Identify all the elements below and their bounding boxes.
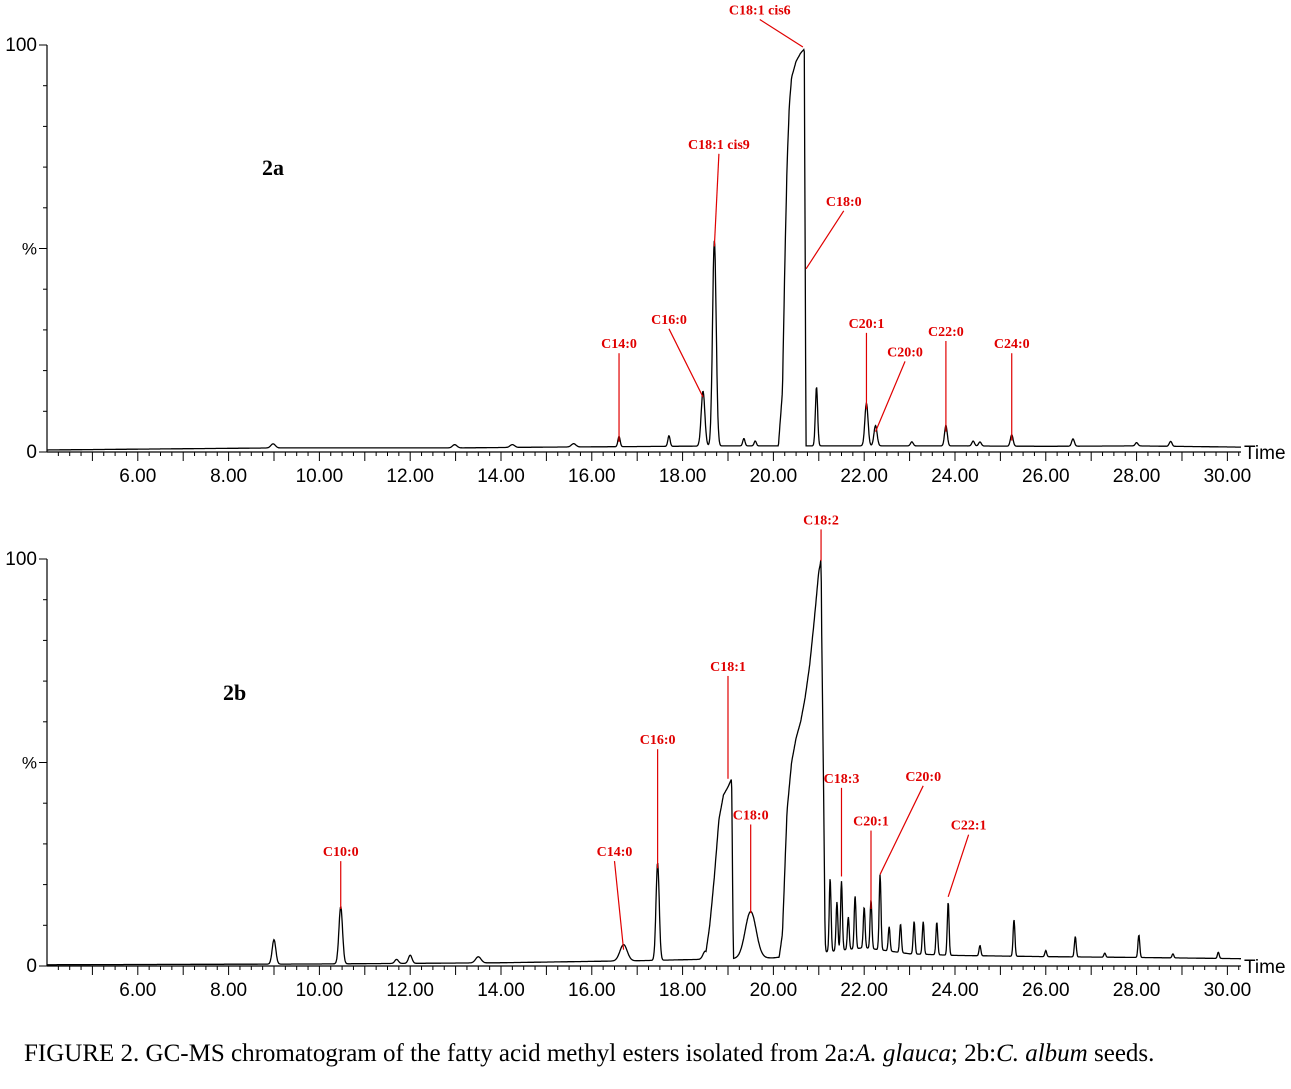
peak-annotation-label: C22:1	[951, 819, 987, 834]
panel-tag: 2b	[223, 680, 246, 705]
peak-annotation-label: C18:2	[803, 513, 839, 528]
caption-suffix: seeds.	[1087, 1040, 1155, 1067]
x-tick-label: 28.00	[1113, 466, 1161, 487]
y-tick-label: %	[22, 754, 37, 773]
x-tick-label: 10.00	[296, 980, 344, 1001]
peak-annotation-label: C16:0	[651, 313, 687, 328]
x-tick-label: 16.00	[568, 466, 616, 487]
peak-annotation-leader	[668, 328, 704, 398]
x-tick-label: 24.00	[931, 980, 979, 1001]
chart-panel-2a: 0% 100 6.00 8.00 10.00 12.00 14.00 16.00 18.00 20…	[5, 3, 1285, 487]
peak-annotation-label: C20:1	[849, 317, 885, 332]
peak-annotation-label: C20:0	[887, 345, 923, 360]
caption-species-b: C. album	[996, 1040, 1088, 1067]
figure-caption: FIGURE 2. GC-MS chromatogram of the fatt…	[24, 1040, 1284, 1068]
peak-annotation-label: C22:0	[928, 325, 964, 340]
x-tick-label: 12.00	[386, 466, 434, 487]
peak-annotation-leader	[879, 785, 924, 875]
peak-annotation-label: C24:0	[994, 337, 1030, 352]
y-tick-label: 100	[5, 35, 37, 56]
peak-annotation-label: C20:0	[905, 770, 941, 785]
peak-annotation-label: C16:0	[640, 733, 676, 748]
x-tick-label: 8.00	[210, 980, 247, 1001]
peak-annotation-label: C18:0	[826, 195, 862, 210]
peak-annotation-label: C18:0	[733, 808, 769, 823]
x-tick-label: 18.00	[659, 466, 707, 487]
x-tick-label: 26.00	[1022, 466, 1070, 487]
peak-annotation-label: C18:1 cis9	[688, 138, 750, 153]
y-tick-label: 0	[26, 956, 37, 977]
y-tick-label: 100	[5, 549, 37, 570]
peak-annotation-leader	[947, 834, 970, 897]
peak-annotation-label: C14:0	[597, 845, 633, 860]
x-axis-title: Time	[1244, 443, 1286, 464]
x-tick-label: 14.00	[477, 466, 525, 487]
x-tick-label: 14.00	[477, 980, 525, 1001]
peak-annotation-leader	[759, 18, 804, 48]
x-tick-label: 6.00	[119, 980, 156, 1001]
y-tick-label: 0	[26, 442, 37, 463]
panel-tag: 2a	[262, 155, 284, 180]
x-tick-label: 20.00	[750, 980, 798, 1001]
peak-annotation-leader	[805, 210, 845, 270]
x-tick-label: 30.00	[1204, 980, 1252, 1001]
signal-trace	[47, 48, 1241, 451]
caption-species-a: A. glauca	[855, 1040, 951, 1067]
x-tick-label: 20.00	[750, 466, 798, 487]
x-axis-title: Time	[1244, 957, 1286, 978]
peak-annotation-label: C20:1	[853, 815, 889, 830]
x-tick-label: 10.00	[296, 466, 344, 487]
x-tick-label: 26.00	[1022, 980, 1070, 1001]
x-tick-label: 30.00	[1204, 466, 1252, 487]
peak-annotation-label: C18:1 cis6	[729, 3, 791, 18]
peak-annotation-label: C18:3	[824, 772, 860, 787]
peak-annotation-label: C10:0	[323, 845, 359, 860]
peak-annotation-leader	[613, 861, 625, 950]
caption-separator: ; 2b:	[950, 1040, 997, 1067]
y-tick-label: %	[22, 240, 37, 259]
chart-panel-2b: 0% 100 6.00 8.00 10.00 12.00 14.00 16.00 18.00 20…	[5, 513, 1285, 1001]
x-tick-label: 22.00	[840, 980, 888, 1001]
x-tick-label: 6.00	[119, 466, 156, 487]
peak-annotation-leader	[713, 153, 720, 247]
x-tick-label: 16.00	[568, 980, 616, 1001]
caption-prefix: FIGURE 2. GC-MS chromatogram of the fatt…	[24, 1040, 856, 1067]
x-tick-label: 18.00	[659, 980, 707, 1001]
x-tick-label: 22.00	[840, 466, 888, 487]
x-tick-label: 8.00	[210, 466, 247, 487]
x-tick-label: 28.00	[1113, 980, 1161, 1001]
peak-annotation-label: C18:1	[710, 660, 746, 675]
signal-trace	[47, 559, 1241, 966]
x-tick-label: 12.00	[386, 980, 434, 1001]
peak-annotation-leader	[874, 361, 906, 432]
peak-annotation-label: C14:0	[601, 337, 637, 352]
x-tick-label: 24.00	[931, 466, 979, 487]
